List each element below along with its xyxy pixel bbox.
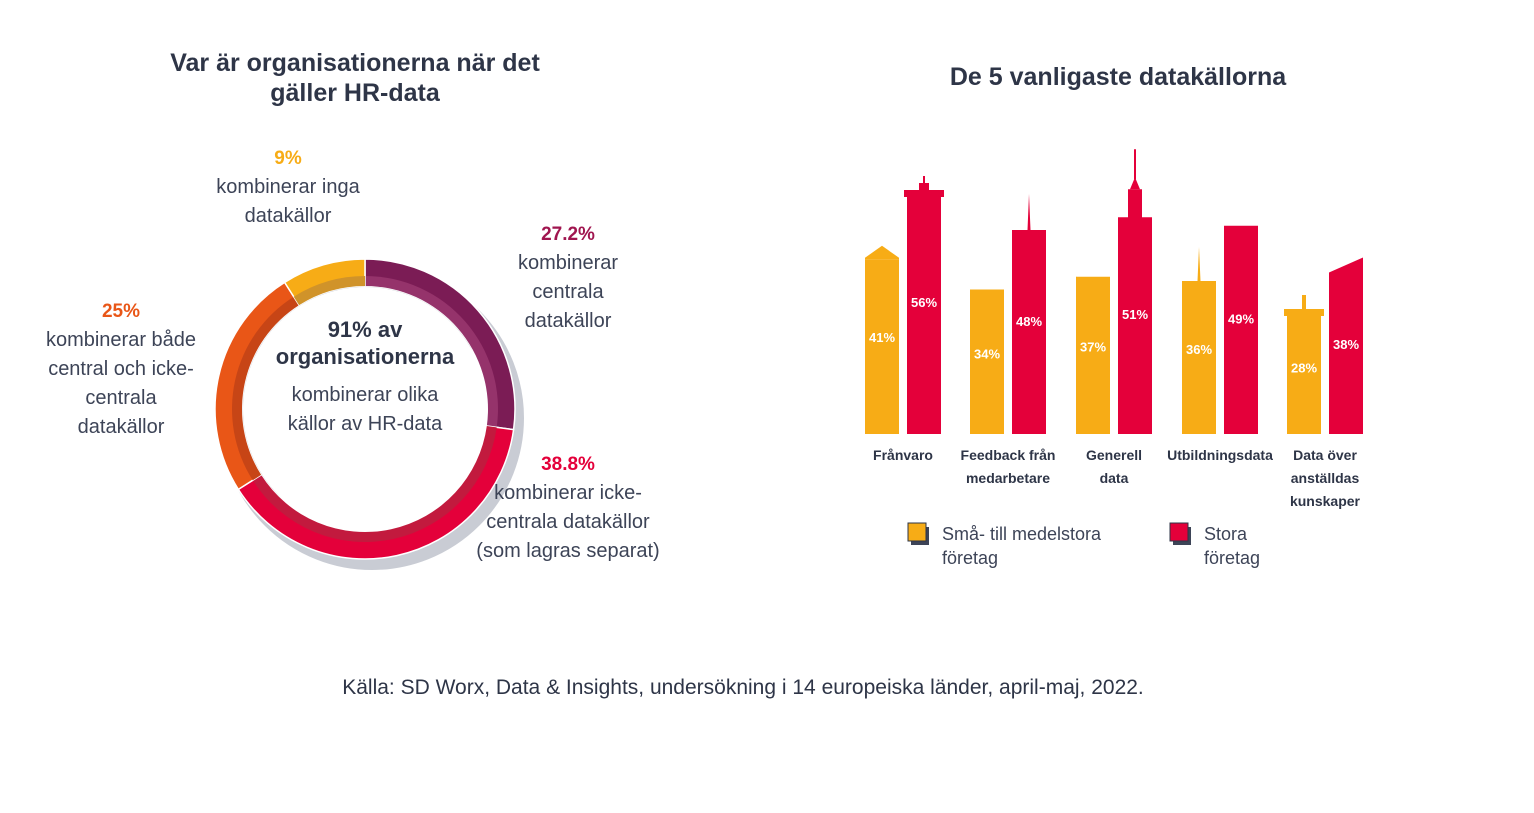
bar-roof [1302,295,1306,310]
legend-label: Små- till medelstora [942,524,1102,544]
bar-value-label: 49% [1228,311,1254,326]
donut-label-percent: 25% [102,301,140,322]
bar-roof [923,176,925,184]
bar [1118,217,1152,434]
bar-spire [1027,194,1031,230]
donut-center-text: källor av HR-data [288,413,443,435]
category-label: data [1100,470,1129,486]
legend-label: företag [942,548,998,568]
bar [1224,225,1258,434]
donut-label-text: kombinerar icke- [494,482,642,504]
bar-value-label: 48% [1016,314,1042,329]
bar-value-label: 36% [1186,342,1212,357]
bar-roof [1130,177,1140,190]
legend-label: företag [1204,548,1260,568]
donut-center-headline: 91% av [328,317,403,342]
donut-label-text: kombinerar [518,252,618,274]
legend-swatch [907,522,927,542]
donut-slice-inner-band [252,425,497,542]
donut-hole [243,287,487,531]
category-label: Utbildningsdata [1167,447,1273,463]
donut-slice-inner-band [231,296,300,481]
donut-label-text: datakällor [525,310,612,332]
bar [865,259,899,434]
category-label: medarbetare [966,470,1050,486]
donut-title: Var är organisationerna när det [170,49,540,77]
donut-slice-inner-band [293,276,365,306]
category-label: Frånvaro [873,447,933,463]
bar [907,196,941,434]
bar-roof [1329,257,1363,275]
bar-chart-title: De 5 vanligaste datakällorna [950,63,1287,91]
source-note: Källa: SD Worx, Data & Insights, undersö… [342,676,1144,699]
bar [1287,315,1321,434]
donut-center-text: kombinerar olika [292,384,440,406]
donut-label-percent: 38.8% [541,454,595,475]
bar-roof [1076,276,1110,289]
category-label: Generell [1086,447,1142,463]
donut-label-text: datakällor [78,416,165,438]
bar-roof [904,190,944,197]
donut-title: gäller HR-data [270,79,441,107]
bar [1076,276,1110,434]
bar-roof [919,183,929,191]
category-label: anställdas [1291,470,1360,486]
donut-label-percent: 27.2% [541,224,595,245]
bar-value-label: 41% [869,330,895,345]
bar-roof [1284,309,1324,316]
bar [970,289,1004,434]
bar-value-label: 51% [1122,307,1148,322]
bar-spire [1197,247,1201,281]
donut-label-text: central och icke- [48,358,194,380]
bar-value-label: 37% [1080,340,1106,355]
bar-value-label: 56% [911,295,937,310]
bar-value-label: 38% [1333,337,1359,352]
legend-swatch [1169,522,1189,542]
donut-label-text: datakällor [245,205,332,227]
donut-label-text: centrala [85,387,157,409]
bar-value-label: 28% [1291,361,1317,376]
bar-chart: De 5 vanligaste datakällorna 41% 56% Frånva… [865,63,1363,568]
donut-label-text: (som lagras separat) [476,540,659,562]
bar [1012,230,1046,434]
category-label: Feedback från [961,447,1056,463]
category-label: Data över [1293,447,1357,463]
donut-label-text: centrala [532,281,604,303]
category-label: kunskaper [1290,493,1361,509]
donut-label-percent: 9% [274,148,302,169]
bar [1182,281,1216,434]
bar-roof [1128,189,1142,219]
donut-label-text: kombinerar inga [216,176,360,198]
donut-label-text: centrala datakällor [486,511,650,533]
donut-center-headline: organisationerna [276,344,455,369]
bar-roof [865,245,899,260]
donut-label-text: kombinerar både [46,329,196,351]
bar-value-label: 34% [974,347,1000,362]
bar [1329,272,1363,434]
bar-spire [1134,149,1136,180]
legend-label: Stora [1204,524,1248,544]
